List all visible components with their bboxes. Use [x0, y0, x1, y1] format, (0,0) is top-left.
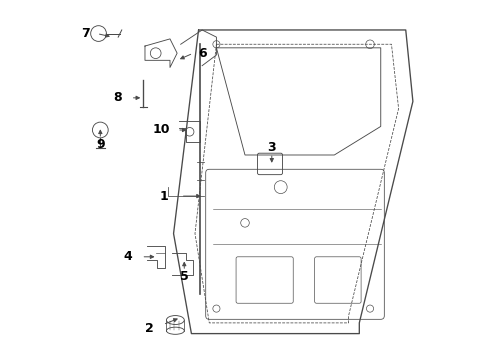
Text: 6: 6: [198, 47, 207, 60]
Text: 2: 2: [145, 322, 154, 335]
Text: 8: 8: [113, 91, 122, 104]
Text: 4: 4: [123, 250, 132, 263]
Text: 9: 9: [96, 138, 105, 151]
Text: 3: 3: [268, 141, 276, 154]
Text: 1: 1: [159, 190, 168, 203]
Text: 7: 7: [81, 27, 90, 40]
Text: 5: 5: [180, 270, 189, 283]
Text: 10: 10: [152, 123, 170, 136]
